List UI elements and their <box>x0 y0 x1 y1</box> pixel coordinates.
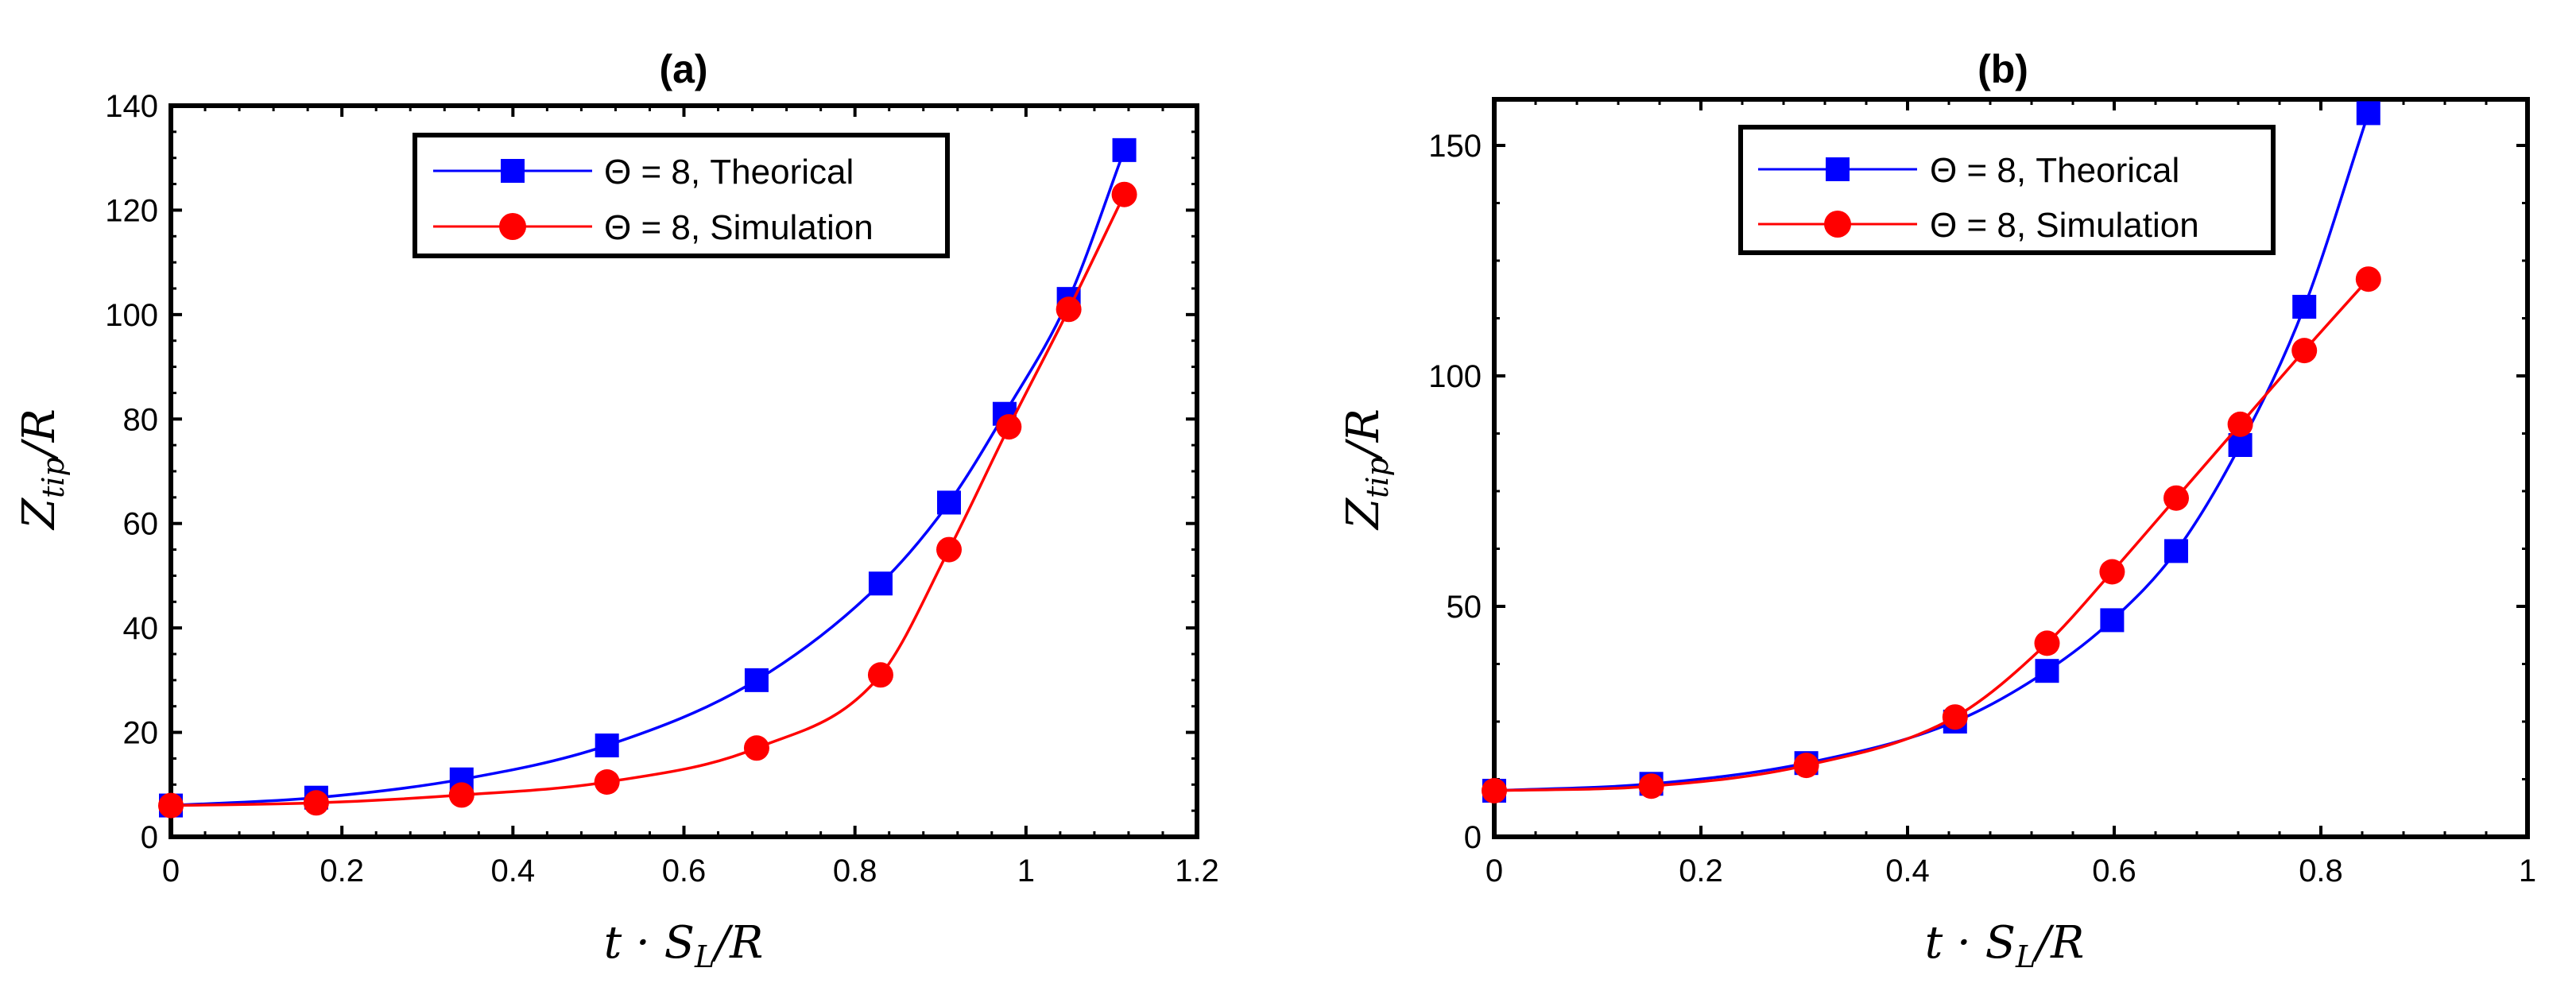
data-point-simulation <box>2355 266 2381 292</box>
data-point-theorical <box>744 668 769 692</box>
legend-marker-theorical <box>501 159 525 183</box>
data-point-simulation <box>2099 559 2125 585</box>
y-tick-label: 140 <box>105 89 158 124</box>
y-tick-label: 60 <box>123 507 159 542</box>
panel-b-legend: Θ = 8, Theorical Θ = 8, Simulation <box>1738 125 2276 255</box>
x-tick-label: 0.2 <box>320 854 364 888</box>
x-tick-label: 0 <box>162 854 180 888</box>
panel-a-ticks: 0 0.2 0.4 0.6 0.8 1 1.2 0 20 40 60 80 100 120 140 <box>105 89 1219 888</box>
data-point-simulation <box>2163 485 2189 511</box>
data-point-simulation <box>1942 704 1968 730</box>
data-point-simulation <box>743 735 769 761</box>
data-point-theorical <box>595 734 619 757</box>
data-point-theorical <box>2035 659 2059 683</box>
panel-a: (a) 0 0.2 0.4 0.6 0.8 1 1.2020406080100120140 … <box>14 47 1219 974</box>
data-point-simulation <box>1638 773 1664 799</box>
data-point-simulation <box>996 414 1022 440</box>
y-tick-label: 0 <box>141 820 158 855</box>
y-tick-label: 120 <box>105 193 158 228</box>
series-line-simulation <box>170 193 1126 807</box>
y-tick-label: 0 <box>1464 820 1482 855</box>
data-point-theorical <box>2228 433 2253 457</box>
x-tick-label: 0.6 <box>2092 854 2136 888</box>
data-point-theorical <box>2100 608 2125 633</box>
data-point-theorical <box>937 490 962 515</box>
y-tick-label: 100 <box>1428 359 1482 394</box>
legend-label-theorical: Θ = 8, Theorical <box>1930 151 2179 190</box>
legend-marker-theorical <box>1826 157 1850 181</box>
data-point-theorical <box>2356 101 2380 126</box>
legend-marker-simulation <box>1824 211 1851 238</box>
data-point-simulation <box>594 769 620 795</box>
x-tick-label: 0.8 <box>2299 854 2343 888</box>
x-tick-label: 0.2 <box>1679 854 1723 888</box>
panel-b-title: (b) <box>1978 47 2028 91</box>
x-tick-label: 0.4 <box>491 854 536 888</box>
x-tick-label: 0.6 <box>662 854 707 888</box>
legend-label-theorical: Θ = 8, Theorical <box>604 153 854 192</box>
panel-b: (b) 0 0.2 0.4 0.6 0.8 1 0 50 100 150 Ztip/R t · S… <box>1338 47 2536 974</box>
data-point-simulation <box>2227 411 2253 437</box>
panel-b-y-axis-label: Ztip/R <box>1338 408 1395 531</box>
y-tick-label: 80 <box>123 402 159 437</box>
data-point-theorical <box>1112 137 1137 162</box>
data-point-simulation <box>1111 181 1137 207</box>
series-line-theorical <box>1493 112 2370 792</box>
legend-marker-simulation <box>499 213 526 240</box>
x-tick-label: 1 <box>2519 854 2536 888</box>
data-point-theorical <box>868 571 893 596</box>
x-tick-label: 0.4 <box>1885 854 1930 888</box>
data-point-simulation <box>303 790 329 816</box>
panel-b-ticks: 0 0.2 0.4 0.6 0.8 1 0 50 100 150 <box>1428 99 2536 888</box>
data-point-simulation <box>936 536 963 563</box>
axes-frame <box>1492 97 2530 839</box>
series-line-theorical <box>170 149 1126 807</box>
y-tick-label: 100 <box>105 298 158 333</box>
x-tick-label: 0.8 <box>833 854 877 888</box>
panel-a-series <box>158 137 1137 819</box>
legend-label-simulation: Θ = 8, Simulation <box>604 208 874 247</box>
data-point-simulation <box>1793 753 1819 779</box>
panel-a-x-axis-label: t · SL/R <box>604 917 764 974</box>
panel-b-series <box>1482 101 2381 803</box>
panel-a-legend: Θ = 8, Theorical Θ = 8, Simulation <box>413 133 950 258</box>
data-point-simulation <box>158 792 184 819</box>
data-point-simulation <box>1482 778 1507 803</box>
x-tick-label: 1.2 <box>1175 854 1219 888</box>
data-point-theorical <box>2292 295 2317 319</box>
data-point-simulation <box>2034 630 2060 656</box>
data-point-theorical <box>2164 539 2188 563</box>
panel-b-plot-area <box>1492 97 2530 839</box>
legend-label-simulation: Θ = 8, Simulation <box>1930 206 2199 245</box>
y-tick-label: 50 <box>1447 590 1482 625</box>
data-point-simulation <box>867 662 893 688</box>
y-tick-label: 150 <box>1428 129 1482 164</box>
data-point-simulation <box>2291 338 2318 364</box>
y-tick-label: 40 <box>123 611 159 646</box>
panel-a-y-axis-label: Ztip/R <box>14 408 71 531</box>
x-tick-label: 1 <box>1017 854 1035 888</box>
data-point-simulation <box>448 782 475 808</box>
x-tick-label: 0 <box>1486 854 1503 888</box>
data-point-simulation <box>1056 296 1082 323</box>
y-tick-label: 20 <box>123 716 159 751</box>
panel-b-x-axis-label: t · SL/R <box>1925 917 2085 974</box>
series-line-simulation <box>1493 278 2370 792</box>
panel-a-title: (a) <box>659 47 707 91</box>
